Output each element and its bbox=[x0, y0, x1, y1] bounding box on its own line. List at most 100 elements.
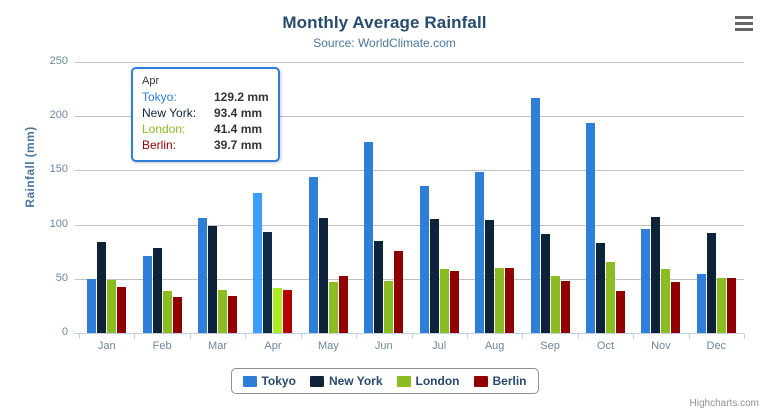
legend-label: Berlin bbox=[492, 374, 527, 388]
bar-london[interactable] bbox=[328, 282, 338, 333]
bar-berlin[interactable] bbox=[449, 270, 459, 333]
bar-tokyo[interactable] bbox=[87, 278, 97, 333]
bar-tokyo[interactable] bbox=[364, 142, 374, 333]
bar-new-york[interactable] bbox=[651, 217, 661, 333]
tooltip-row: New York: 93.4 mm bbox=[142, 105, 269, 121]
x-axis-tick bbox=[300, 334, 302, 339]
bar-new-york[interactable] bbox=[152, 247, 162, 333]
bar-london[interactable] bbox=[716, 277, 726, 333]
bar-tokyo[interactable] bbox=[585, 122, 595, 333]
tooltip-series-name: New York: bbox=[142, 106, 197, 120]
bar-berlin[interactable] bbox=[615, 290, 625, 333]
legend: Tokyo New York London Berlin bbox=[230, 368, 539, 394]
bar-new-york[interactable] bbox=[318, 218, 328, 333]
bar-tokyo[interactable] bbox=[198, 217, 208, 333]
gridline bbox=[79, 224, 744, 226]
bar-berlin[interactable] bbox=[394, 251, 404, 333]
bar-berlin[interactable] bbox=[228, 295, 238, 333]
bar-tokyo[interactable] bbox=[696, 274, 706, 333]
x-axis-tick bbox=[522, 334, 524, 339]
bar-new-york[interactable] bbox=[374, 241, 384, 333]
bar-berlin[interactable] bbox=[505, 267, 515, 333]
x-axis-tick bbox=[79, 334, 80, 339]
plot-area bbox=[79, 62, 744, 334]
bar-tokyo[interactable] bbox=[419, 186, 429, 333]
bar-london[interactable] bbox=[384, 280, 394, 333]
gridline bbox=[79, 116, 744, 118]
bar-group bbox=[641, 62, 681, 333]
tooltip-header: Apr bbox=[142, 75, 160, 87]
x-axis-tick bbox=[688, 334, 690, 339]
bar-london[interactable] bbox=[605, 262, 615, 333]
bar-berlin[interactable] bbox=[172, 297, 182, 333]
bar-tokyo[interactable] bbox=[142, 255, 152, 333]
bar-tokyo[interactable] bbox=[641, 229, 651, 333]
bar-berlin[interactable] bbox=[338, 275, 348, 333]
legend-label: London bbox=[415, 374, 460, 388]
bar-new-york[interactable] bbox=[208, 226, 218, 333]
bar-berlin[interactable] bbox=[560, 281, 570, 333]
bar-new-york[interactable] bbox=[429, 219, 439, 333]
x-axis-tick bbox=[633, 334, 635, 339]
bar-berlin[interactable] bbox=[117, 287, 127, 333]
bar-group bbox=[419, 62, 459, 333]
bar-group bbox=[364, 62, 404, 333]
bar-new-york[interactable] bbox=[263, 231, 273, 333]
tooltip-series-value: 41.4 mm bbox=[214, 122, 263, 136]
bar-london[interactable] bbox=[439, 269, 449, 333]
bar-london[interactable] bbox=[661, 268, 671, 333]
hamburger-bar bbox=[735, 28, 753, 31]
bar-new-york[interactable] bbox=[97, 242, 107, 333]
legend-item-london[interactable]: London bbox=[396, 374, 460, 388]
x-axis-tick-label: Jun bbox=[374, 340, 393, 352]
x-axis-tick-label: May bbox=[317, 340, 339, 352]
y-axis-tick-label: 200 bbox=[49, 109, 68, 122]
legend-swatch bbox=[309, 375, 324, 387]
x-axis-tick bbox=[134, 334, 136, 339]
bar-london[interactable] bbox=[273, 288, 283, 333]
x-axis-tick-label: Nov bbox=[651, 340, 671, 352]
bar-group bbox=[198, 62, 238, 333]
bar-tokyo[interactable] bbox=[475, 172, 485, 333]
bar-berlin[interactable] bbox=[283, 289, 293, 333]
bar-berlin[interactable] bbox=[726, 277, 736, 333]
chart-title: Monthly Average Rainfall bbox=[282, 13, 487, 32]
hamburger-bar bbox=[735, 22, 753, 25]
bar-tokyo[interactable] bbox=[530, 98, 540, 333]
bar-group bbox=[87, 62, 127, 333]
legend-item-tokyo[interactable]: Tokyo bbox=[242, 374, 296, 388]
tooltip-series-name: London: bbox=[142, 122, 186, 136]
y-axis-tick bbox=[74, 62, 79, 63]
x-axis-tick-label: Apr bbox=[264, 340, 282, 352]
bar-london[interactable] bbox=[495, 268, 505, 333]
bar-tokyo[interactable] bbox=[308, 176, 318, 333]
x-axis-tick bbox=[577, 334, 579, 339]
legend-item-berlin[interactable]: Berlin bbox=[473, 374, 527, 388]
y-axis-tick-label: 150 bbox=[49, 163, 68, 176]
x-axis-line bbox=[79, 333, 744, 334]
bar-new-york[interactable] bbox=[706, 232, 716, 333]
x-axis-tick-label: Oct bbox=[596, 340, 615, 352]
bar-london[interactable] bbox=[218, 290, 228, 333]
chart-subtitle: Source: WorldClimate.com bbox=[313, 36, 456, 50]
x-axis-tick-label: Aug bbox=[484, 340, 505, 352]
credits-link[interactable]: Highcharts.com bbox=[689, 398, 759, 409]
hamburger-icon[interactable] bbox=[732, 13, 756, 35]
tooltip-series-value: 93.4 mm bbox=[214, 106, 263, 120]
bar-london[interactable] bbox=[162, 290, 172, 333]
bar-new-york[interactable] bbox=[595, 242, 605, 333]
bar-berlin[interactable] bbox=[671, 282, 681, 333]
x-axis-tick bbox=[466, 334, 468, 339]
bar-london[interactable] bbox=[550, 276, 560, 333]
bar-tokyo[interactable] bbox=[253, 192, 263, 333]
x-axis-tick-label: Dec bbox=[706, 340, 727, 352]
bar-new-york[interactable] bbox=[540, 234, 550, 333]
bar-new-york[interactable] bbox=[485, 219, 495, 333]
x-axis-tick bbox=[411, 334, 413, 339]
legend-item-new-york[interactable]: New York bbox=[309, 374, 383, 388]
tooltip-row: Berlin: 39.7 mm bbox=[142, 137, 269, 153]
bar-london[interactable] bbox=[107, 280, 117, 333]
hamburger-bar bbox=[735, 16, 753, 19]
bar-group bbox=[308, 62, 348, 333]
x-axis-tick-label: Jul bbox=[432, 340, 447, 352]
